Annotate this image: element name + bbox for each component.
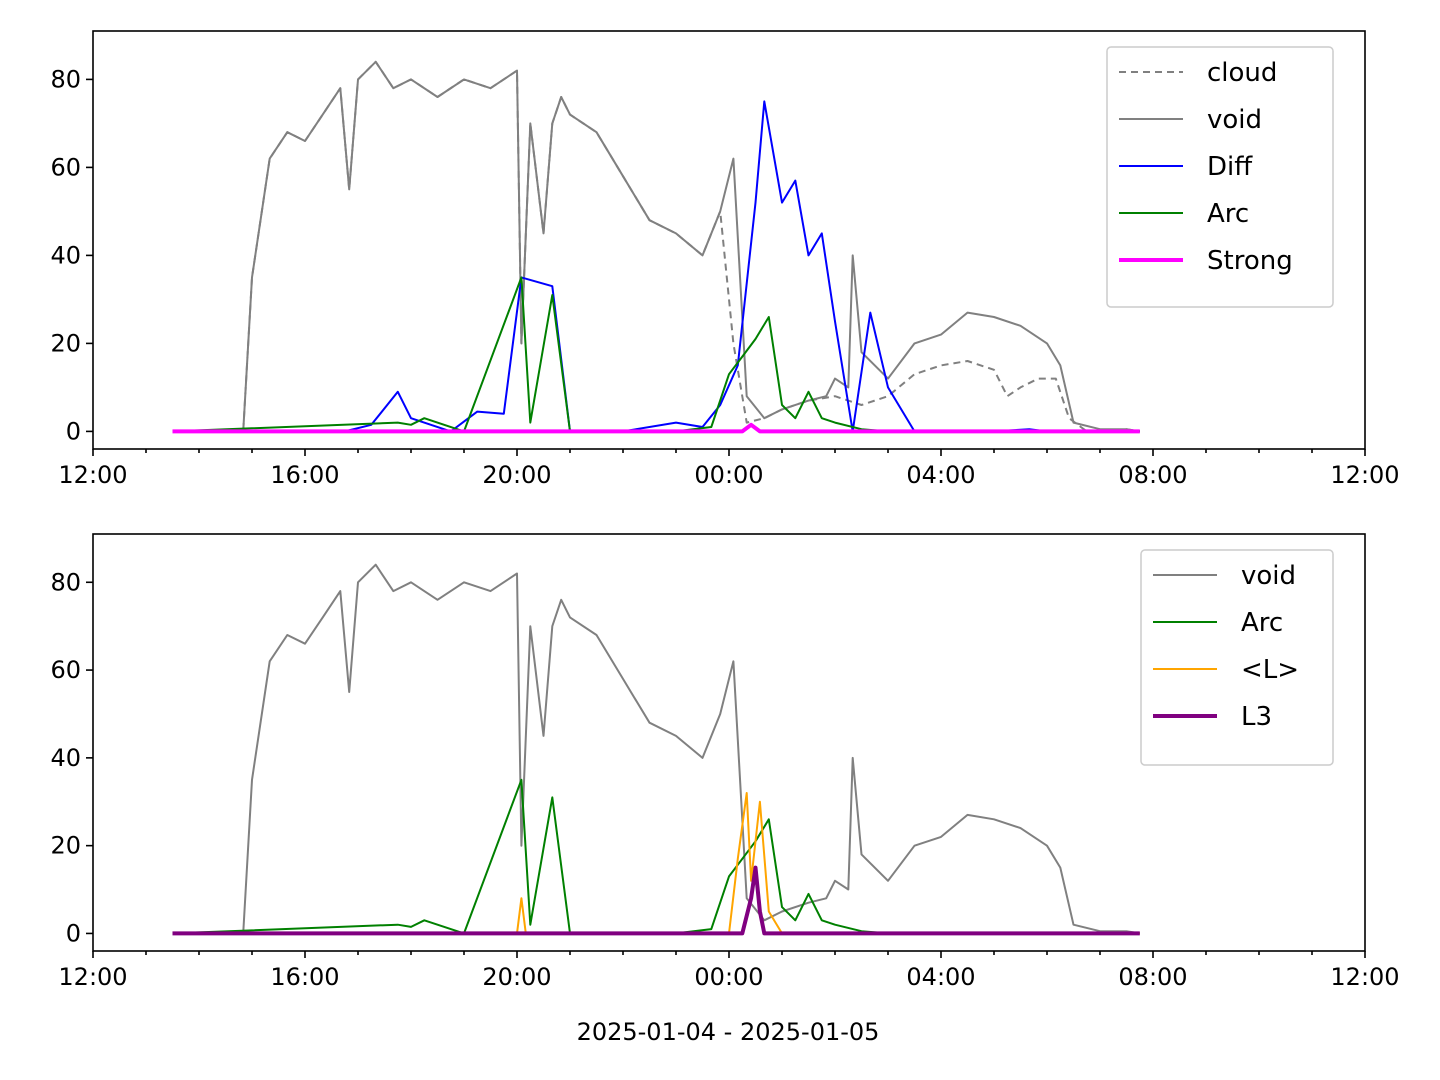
legend-label-cloud: cloud bbox=[1207, 58, 1277, 88]
legend-label-l: <L> bbox=[1241, 655, 1299, 685]
x-tick-label: 00:00 bbox=[694, 461, 763, 489]
x-tick-label: 12:00 bbox=[1330, 963, 1399, 991]
legend-label-strong: Strong bbox=[1207, 246, 1293, 276]
legend-label-arc: Arc bbox=[1241, 608, 1283, 638]
x-tick-label: 00:00 bbox=[694, 963, 763, 991]
y-tick-label: 20 bbox=[50, 329, 81, 357]
legend: cloud void Diff Arc Strong bbox=[1106, 46, 1334, 308]
plot-area bbox=[172, 563, 1140, 936]
series-line-arc bbox=[172, 276, 1140, 433]
top-panel: 0 20 40 60 80 12:00 16:00 20:00 00:00 04:00 08:00 1… bbox=[50, 30, 1400, 489]
x-tick-label: 08:00 bbox=[1118, 963, 1187, 991]
series-line-arc bbox=[172, 778, 1140, 935]
legend: void Arc <L> L3 bbox=[1140, 549, 1334, 766]
x-tick-label: 08:00 bbox=[1118, 461, 1187, 489]
x-tick-label: 12:00 bbox=[58, 461, 127, 489]
y-tick-label: 0 bbox=[66, 417, 81, 445]
series-line-strong bbox=[172, 422, 1140, 434]
x-tick-label: 20:00 bbox=[482, 461, 551, 489]
legend-box bbox=[1106, 46, 1334, 308]
series-line-l bbox=[172, 792, 1140, 935]
x-tick-label: 16:00 bbox=[270, 963, 339, 991]
y-tick-label: 60 bbox=[50, 153, 81, 181]
legend-label-l3: L3 bbox=[1241, 702, 1272, 732]
legend-label-void: void bbox=[1207, 105, 1262, 135]
x-tick-label: 16:00 bbox=[270, 461, 339, 489]
legend-label-void: void bbox=[1241, 561, 1296, 591]
x-tick-label: 04:00 bbox=[906, 963, 975, 991]
series-line-l3 bbox=[172, 865, 1140, 936]
y-tick-label: 80 bbox=[50, 568, 81, 596]
series-line-void bbox=[172, 60, 1140, 433]
x-tick-label: 12:00 bbox=[58, 963, 127, 991]
y-tick-label: 40 bbox=[50, 744, 81, 772]
y-tick-label: 40 bbox=[50, 241, 81, 269]
x-tick-label: 20:00 bbox=[482, 963, 551, 991]
y-tick-label: 60 bbox=[50, 656, 81, 684]
y-tick-label: 0 bbox=[66, 919, 81, 947]
legend-label-diff: Diff bbox=[1207, 152, 1253, 182]
x-axis-label: 2025-01-04 - 2025-01-05 bbox=[577, 1018, 880, 1046]
plot-area bbox=[172, 60, 1140, 434]
x-tick-label: 12:00 bbox=[1330, 461, 1399, 489]
y-tick-label: 80 bbox=[50, 65, 81, 93]
series-line-void bbox=[172, 563, 1140, 935]
legend-box bbox=[1140, 549, 1334, 766]
x-tick-label: 04:00 bbox=[906, 461, 975, 489]
y-tick-label: 20 bbox=[50, 832, 81, 860]
legend-label-arc: Arc bbox=[1207, 199, 1249, 229]
bottom-panel: 0 20 40 60 80 12:00 16:00 20:00 00:00 04:00 08:00 1… bbox=[50, 533, 1400, 991]
